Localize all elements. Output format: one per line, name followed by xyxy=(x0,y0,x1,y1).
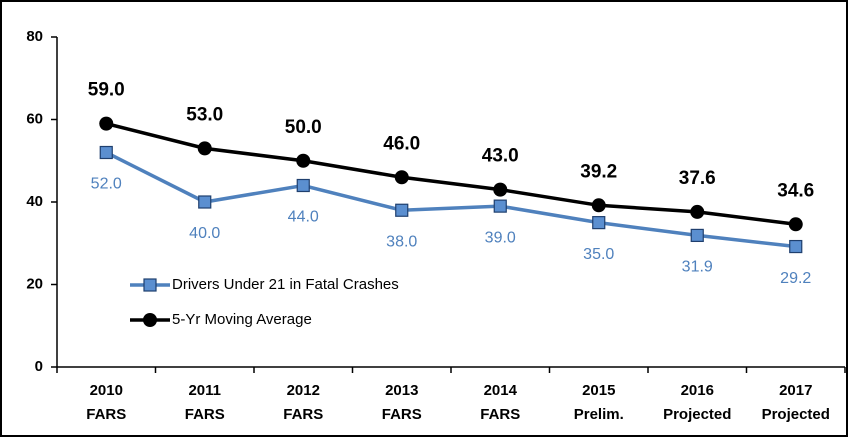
data-point xyxy=(197,141,212,156)
x-tick-label: 2017 xyxy=(779,382,812,399)
x-tick-label: 2016 xyxy=(681,382,714,399)
data-point xyxy=(592,216,606,230)
data-point xyxy=(394,170,409,185)
x-tick-label: 2010 xyxy=(90,382,123,399)
data-label: 29.2 xyxy=(780,270,811,287)
x-tick-label: Projected xyxy=(762,406,830,423)
data-label: 50.0 xyxy=(285,117,322,138)
data-label: 38.0 xyxy=(386,233,417,250)
data-point xyxy=(788,217,803,232)
x-tick-label: FARS xyxy=(382,406,422,423)
data-label: 34.6 xyxy=(777,180,814,201)
data-label: 31.9 xyxy=(682,259,713,276)
data-label: 39.0 xyxy=(485,229,516,246)
data-label: 44.0 xyxy=(288,209,319,226)
x-tick-label: FARS xyxy=(283,406,323,423)
data-point xyxy=(395,203,409,217)
x-tick-label: Prelim. xyxy=(574,406,624,423)
x-tick-label: 2011 xyxy=(188,382,221,399)
y-tick-label: 0 xyxy=(35,358,43,375)
data-label: 39.2 xyxy=(580,161,617,182)
data-label: 43.0 xyxy=(482,146,519,167)
x-tick-label: FARS xyxy=(86,406,126,423)
data-point xyxy=(591,198,606,213)
data-label: 46.0 xyxy=(383,133,420,154)
y-tick-label: 80 xyxy=(26,28,43,45)
data-point xyxy=(296,153,311,168)
x-tick-label: 2014 xyxy=(484,382,518,399)
data-point xyxy=(493,199,507,213)
data-label: 59.0 xyxy=(88,80,125,101)
x-tick-label: FARS xyxy=(185,406,225,423)
x-tick-label: Projected xyxy=(663,406,731,423)
x-tick-label: 2013 xyxy=(385,382,418,399)
data-point xyxy=(198,195,212,209)
data-point xyxy=(296,178,310,193)
series-line xyxy=(105,121,796,227)
data-label: 53.0 xyxy=(186,104,223,125)
y-tick-label: 40 xyxy=(26,193,43,210)
y-tick-label: 60 xyxy=(26,110,43,127)
series-line xyxy=(105,150,796,249)
data-point xyxy=(99,116,114,131)
legend-marker xyxy=(143,278,157,292)
data-label: 37.6 xyxy=(679,168,716,189)
legend-label: 5-Yr Moving Average xyxy=(172,311,312,328)
data-point xyxy=(690,204,705,219)
data-point xyxy=(493,182,508,197)
data-point xyxy=(690,228,704,243)
data-label: 35.0 xyxy=(583,246,614,263)
data-label: 52.0 xyxy=(91,176,122,193)
data-label: 40.0 xyxy=(189,225,220,242)
x-tick-label: FARS xyxy=(480,406,520,423)
x-tick-label: 2015 xyxy=(582,382,615,399)
y-tick-label: 20 xyxy=(26,275,43,292)
legend-label: Drivers Under 21 in Fatal Crashes xyxy=(172,276,399,293)
data-point xyxy=(789,239,803,254)
data-point xyxy=(99,145,113,160)
x-tick-label: 2012 xyxy=(287,382,320,399)
legend-marker xyxy=(143,313,157,327)
